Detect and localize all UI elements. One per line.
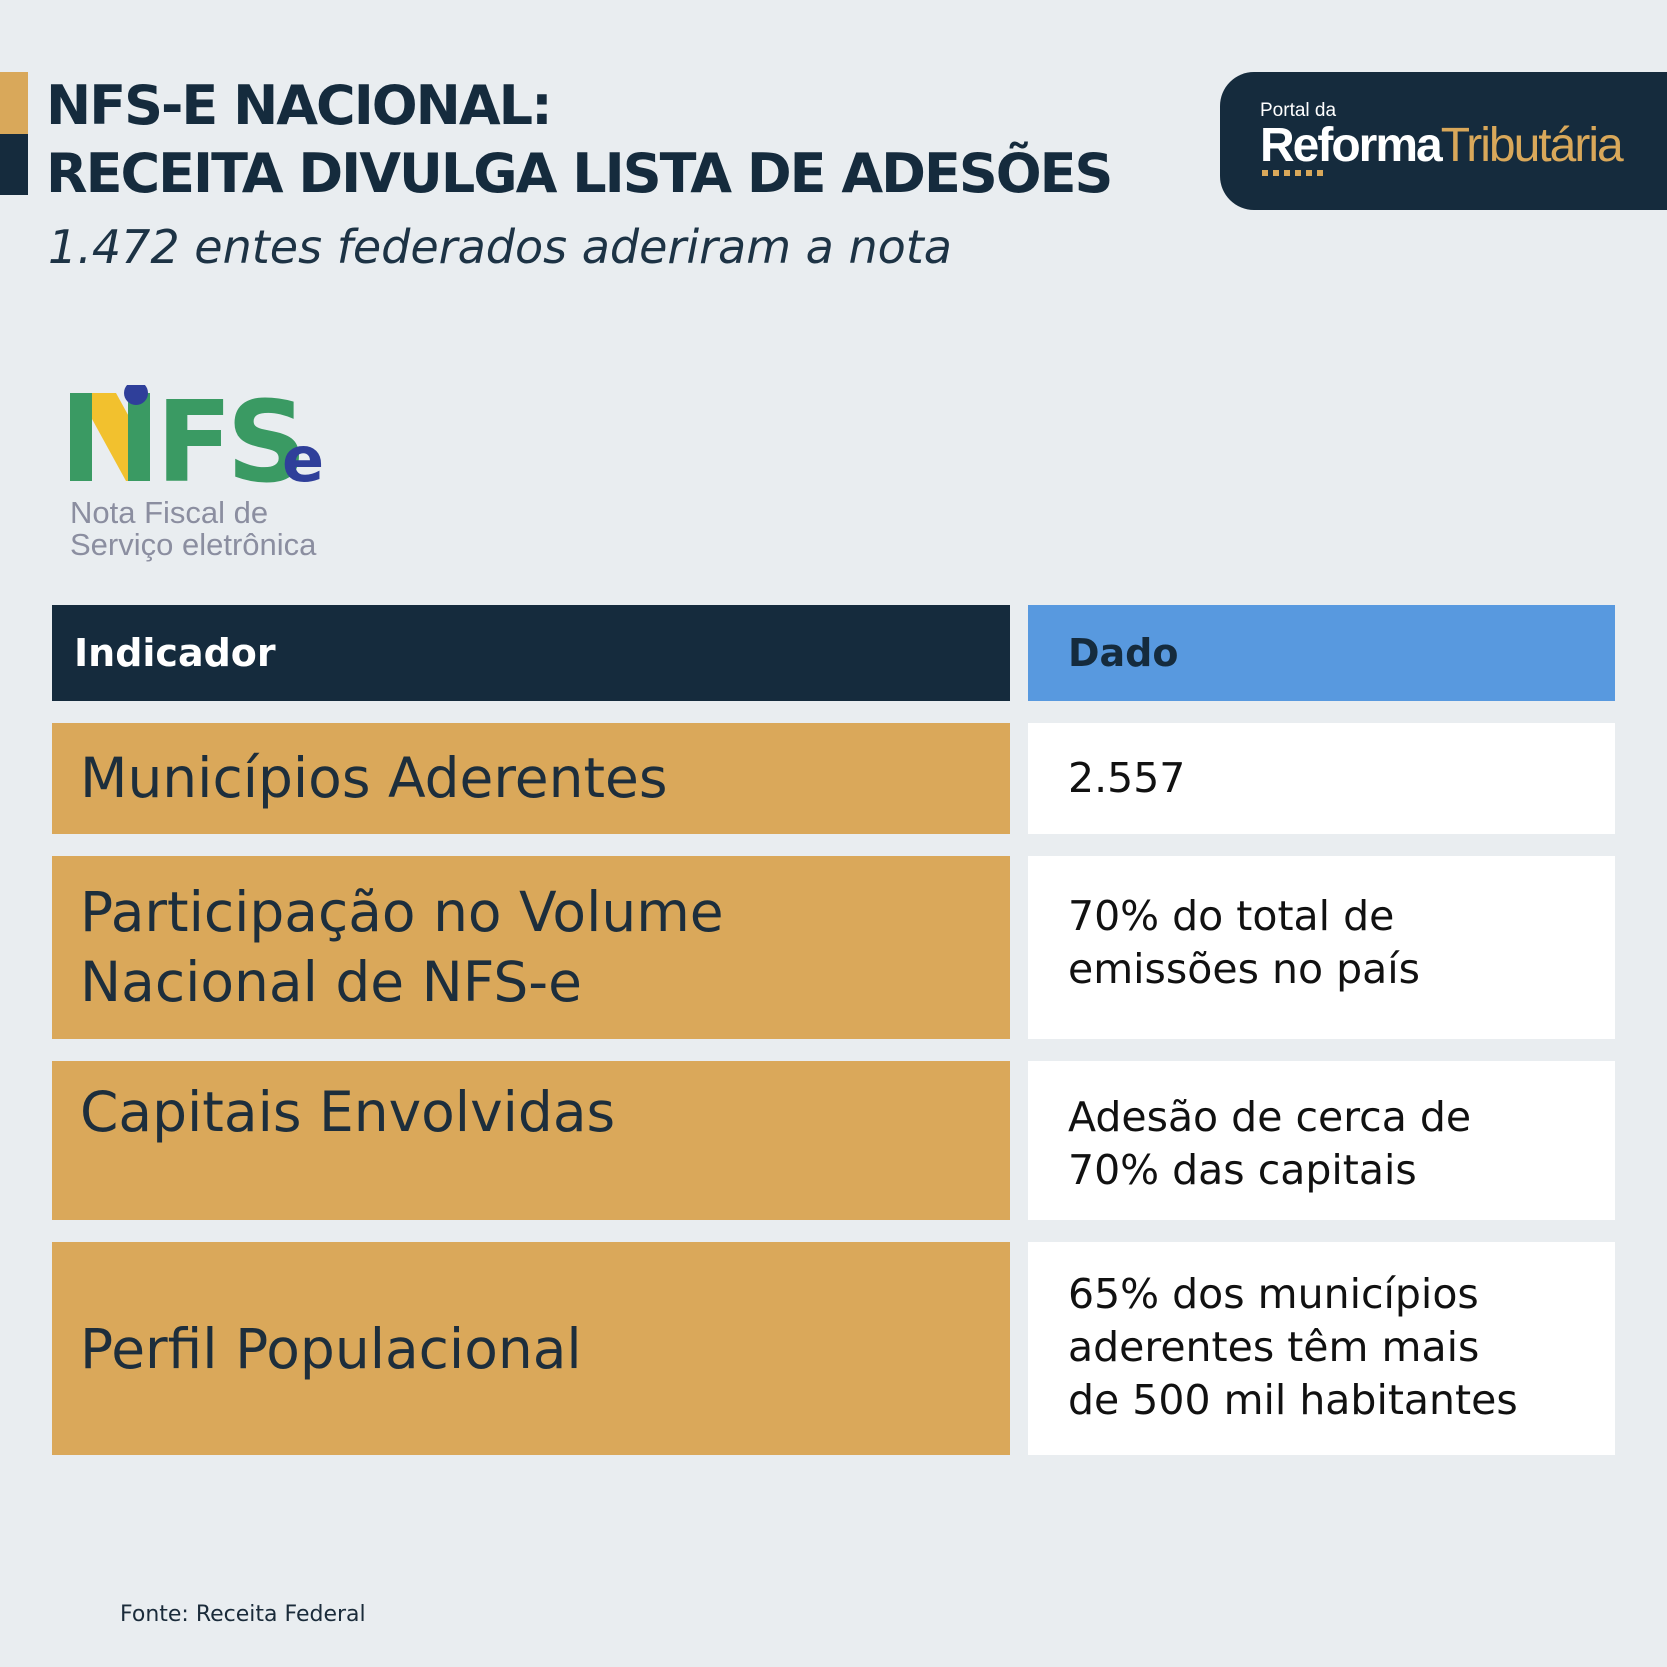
indicator-text: Municípios Aderentes [80, 743, 668, 813]
logo-n-right-stem [128, 393, 150, 481]
source-note: Fonte: Receita Federal [120, 1602, 366, 1627]
indicator-text: Participação no Volume Nacional de NFS-e [80, 877, 724, 1017]
nfse-logo-mark: FS e [70, 385, 324, 495]
indicator-text: Capitais Envolvidas [80, 1077, 615, 1147]
title-line-2: RECEITA DIVULGA LISTA DE ADESÕES [46, 142, 1113, 205]
indicator-text: Perfil Populacional [80, 1314, 582, 1384]
logo-e-letter: e [282, 423, 324, 495]
logo-tagline: Nota Fiscal de Serviço eletrônica [70, 497, 316, 561]
indicator-line: Perfil Populacional [80, 1317, 582, 1381]
title-accent-bar [0, 72, 28, 195]
logo-tagline-line-2: Serviço eletrônica [70, 527, 317, 562]
accent-gold [0, 72, 28, 134]
brand-portal-text: Portal da [1260, 100, 1337, 121]
brand-logo-badge: Portal da ReformaTributária [1220, 72, 1667, 210]
data-line: de 500 mil habitantes [1068, 1376, 1518, 1424]
table-row-indicator: Municípios Aderentes [52, 723, 1010, 834]
brand-reforma-text: Reforma [1260, 119, 1443, 172]
brand-dots-decoration [1262, 170, 1328, 176]
page-title: NFS-E NACIONAL: RECEITA DIVULGA LISTA DE… [46, 72, 1113, 208]
title-line-1: NFS-E NACIONAL: [46, 74, 553, 137]
data-text: 70% do total de emissões no país [1068, 890, 1420, 996]
data-line: 70% das capitais [1068, 1146, 1417, 1194]
page-subtitle: 1.472 entes federados aderiram a nota [48, 220, 952, 274]
header-data-label: Dado [1068, 631, 1179, 675]
indicator-line: Capitais Envolvidas [80, 1080, 616, 1144]
data-text: 2.557 [1068, 752, 1185, 805]
data-text: 65% dos municípios aderentes têm mais de… [1068, 1268, 1518, 1427]
data-line: 65% dos municípios [1068, 1270, 1479, 1318]
brand-tributaria-text: Tributária [1440, 119, 1624, 172]
accent-navy [0, 134, 28, 195]
table-row-indicator: Capitais Envolvidas [52, 1061, 1010, 1220]
table-row-data: Adesão de cerca de 70% das capitais [1028, 1061, 1615, 1220]
indicator-line: Municípios Aderentes [80, 746, 668, 810]
nfse-logo: FS e Nota Fiscal de Serviço eletrônica [70, 385, 370, 570]
data-line: 70% do total de [1068, 892, 1395, 940]
table-header-indicator: Indicador [52, 605, 1010, 701]
header-indicator-label: Indicador [74, 631, 276, 675]
table-header-data: Dado [1028, 605, 1615, 701]
logo-n-dot [124, 385, 148, 405]
logo-n-left-stem [70, 393, 92, 481]
indicator-line: Nacional de NFS-e [80, 950, 582, 1014]
data-line: 2.557 [1068, 754, 1186, 802]
table-row-data: 2.557 [1028, 723, 1615, 834]
data-text: Adesão de cerca de 70% das capitais [1068, 1091, 1471, 1197]
table-row-data: 65% dos municípios aderentes têm mais de… [1028, 1242, 1615, 1455]
data-line: aderentes têm mais [1068, 1323, 1480, 1371]
indicator-line: Participação no Volume [80, 880, 724, 944]
table-row-indicator: Perfil Populacional [52, 1242, 1010, 1455]
brand-name: ReformaTributária [1260, 118, 1624, 173]
data-line: emissões no país [1068, 945, 1420, 993]
logo-tagline-line-1: Nota Fiscal de [70, 495, 269, 530]
data-line: Adesão de cerca de [1068, 1093, 1472, 1141]
table-row-data: 70% do total de emissões no país [1028, 856, 1615, 1039]
table-row-indicator: Participação no Volume Nacional de NFS-e [52, 856, 1010, 1039]
logo-fs-letters: FS [156, 385, 301, 495]
